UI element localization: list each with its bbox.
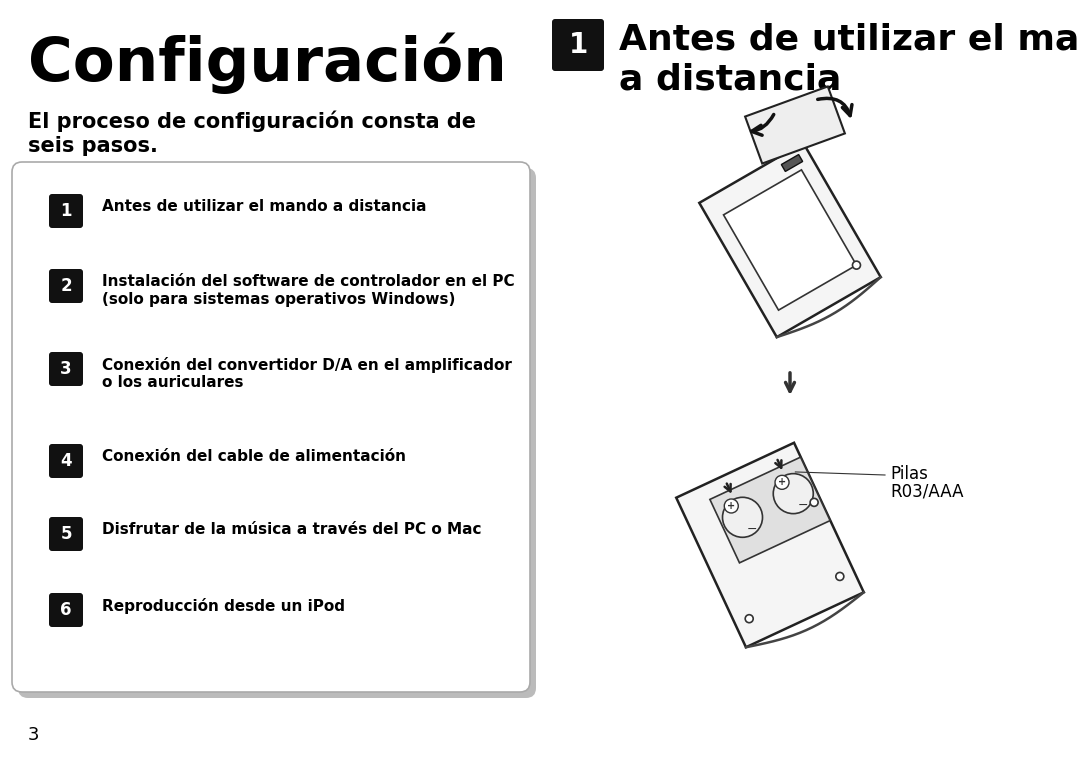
FancyBboxPatch shape xyxy=(49,269,83,303)
Text: R03/AAA: R03/AAA xyxy=(890,483,963,501)
FancyBboxPatch shape xyxy=(12,162,530,692)
Text: seis pasos.: seis pasos. xyxy=(28,136,158,156)
FancyBboxPatch shape xyxy=(49,194,83,228)
Text: a distancia: a distancia xyxy=(619,62,841,96)
Text: Instalación del software de controlador en el PC: Instalación del software de controlador … xyxy=(102,274,515,289)
Text: 2: 2 xyxy=(60,277,71,295)
Text: −: − xyxy=(747,523,757,536)
Text: 3: 3 xyxy=(60,360,71,378)
Text: +: + xyxy=(727,501,735,511)
Circle shape xyxy=(725,499,739,513)
Text: El proceso de configuración consta de: El proceso de configuración consta de xyxy=(28,110,476,132)
Circle shape xyxy=(723,497,762,537)
Circle shape xyxy=(745,615,753,622)
Text: (solo para sistemas operativos Windows): (solo para sistemas operativos Windows) xyxy=(102,292,456,307)
FancyBboxPatch shape xyxy=(49,444,83,478)
Text: 3: 3 xyxy=(28,726,40,744)
Circle shape xyxy=(852,261,861,269)
FancyBboxPatch shape xyxy=(18,168,536,698)
Text: Disfrutar de la música a través del PC o Mac: Disfrutar de la música a través del PC o… xyxy=(102,522,482,537)
Text: Reproducción desde un iPod: Reproducción desde un iPod xyxy=(102,598,345,614)
FancyBboxPatch shape xyxy=(552,19,604,71)
FancyBboxPatch shape xyxy=(49,352,83,386)
Circle shape xyxy=(773,473,813,514)
Text: 1: 1 xyxy=(568,31,588,59)
Polygon shape xyxy=(676,443,864,648)
Circle shape xyxy=(836,572,843,581)
FancyBboxPatch shape xyxy=(49,517,83,551)
Text: Antes de utilizar el mando: Antes de utilizar el mando xyxy=(619,22,1080,56)
Text: 6: 6 xyxy=(60,601,71,619)
Circle shape xyxy=(775,476,789,489)
Polygon shape xyxy=(724,170,856,310)
Polygon shape xyxy=(710,457,831,563)
Text: Antes de utilizar el mando a distancia: Antes de utilizar el mando a distancia xyxy=(102,199,427,214)
Text: 1: 1 xyxy=(60,202,71,220)
Text: Conexión del cable de alimentación: Conexión del cable de alimentación xyxy=(102,449,406,464)
Text: Pilas: Pilas xyxy=(890,465,928,483)
Text: −: − xyxy=(798,499,808,512)
Circle shape xyxy=(810,498,819,506)
Text: o los auriculares: o los auriculares xyxy=(102,375,243,390)
FancyBboxPatch shape xyxy=(49,593,83,627)
Polygon shape xyxy=(781,154,802,171)
Text: +: + xyxy=(778,477,786,487)
Polygon shape xyxy=(745,87,845,164)
Text: 4: 4 xyxy=(60,452,71,470)
Text: Conexión del convertidor D/A en el amplificador: Conexión del convertidor D/A en el ampli… xyxy=(102,357,512,373)
Text: 5: 5 xyxy=(60,525,71,543)
Text: Configuración: Configuración xyxy=(28,32,507,94)
Polygon shape xyxy=(699,143,880,337)
